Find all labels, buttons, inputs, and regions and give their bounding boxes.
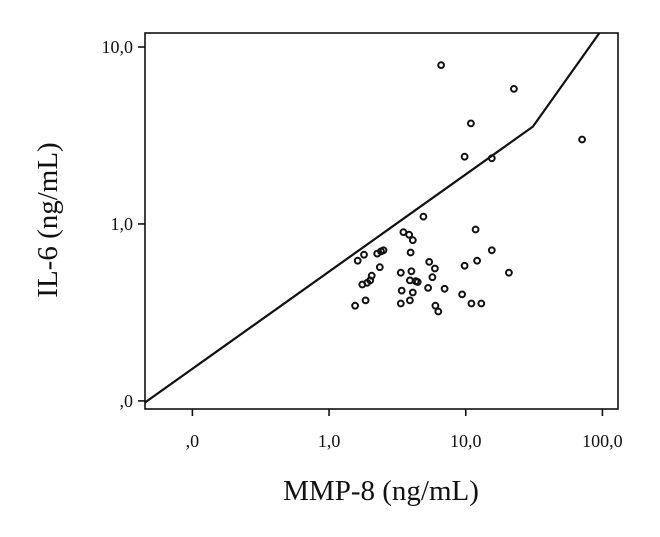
data-point (361, 296, 370, 305)
data-point (477, 299, 486, 308)
data-point (407, 267, 416, 276)
data-point (471, 225, 480, 234)
y-tick-label: 1,0 (111, 214, 134, 234)
data-point (460, 261, 469, 270)
data-point (467, 119, 475, 128)
reference-line-group (145, 33, 601, 404)
plot-frame (144, 32, 619, 410)
data-point (510, 85, 518, 93)
x-tick-label: 10,0 (450, 431, 482, 451)
y-axis-title: IL-6 (ng/mL) (32, 142, 64, 297)
data-point (405, 230, 414, 239)
data-point (353, 256, 362, 265)
data-point (373, 249, 382, 258)
data-point (396, 268, 405, 277)
data-points (351, 61, 586, 316)
data-point (578, 135, 586, 144)
data-point (458, 290, 467, 299)
data-point (406, 296, 414, 305)
data-point (487, 154, 496, 163)
data-point (460, 152, 469, 161)
data-point (375, 263, 384, 272)
y-tick-label: ,0 (120, 391, 134, 411)
x-axis-title: MMP-8 (ng/mL) (283, 475, 479, 507)
data-point (424, 284, 433, 292)
reference-line (145, 33, 601, 404)
data-point (408, 236, 417, 245)
data-point (413, 278, 422, 286)
data-point (406, 248, 415, 257)
data-point (467, 299, 476, 308)
data-point (440, 284, 449, 293)
data-point (505, 268, 513, 277)
data-point (396, 299, 405, 308)
plot-area (144, 32, 619, 410)
data-point (437, 61, 446, 69)
data-point (351, 301, 360, 310)
data-point (428, 273, 437, 282)
data-point (408, 288, 417, 297)
data-point (434, 307, 443, 316)
data-point (487, 246, 496, 255)
data-point (431, 301, 440, 310)
data-point (431, 264, 439, 273)
x-axis: ,0 1,0 10,0 100,0 (186, 409, 623, 451)
data-point (360, 250, 368, 259)
x-tick-label: ,0 (186, 431, 200, 451)
data-point (419, 212, 428, 221)
data-point (425, 258, 434, 266)
data-point (358, 280, 367, 289)
x-tick-label: 1,0 (318, 431, 341, 451)
y-axis: ,0 1,0 10,0 (102, 37, 145, 411)
y-tick-label: 10,0 (102, 37, 134, 57)
x-tick-label: 100,0 (582, 431, 623, 451)
data-point (473, 256, 482, 265)
data-point (397, 286, 406, 295)
